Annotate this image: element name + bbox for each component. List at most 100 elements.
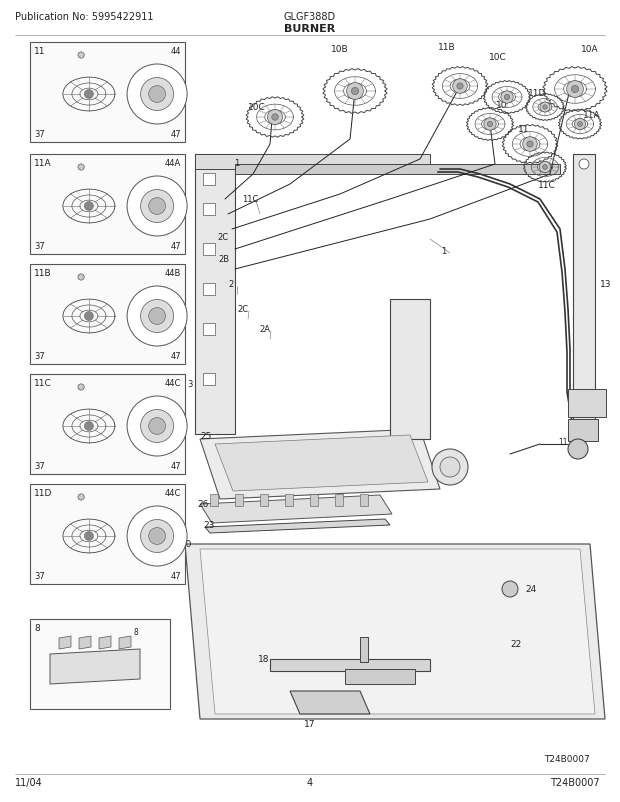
Text: 11D: 11D bbox=[34, 488, 52, 497]
Text: 17: 17 bbox=[304, 719, 316, 728]
Circle shape bbox=[568, 439, 588, 460]
Bar bbox=[260, 494, 268, 506]
Text: 2C: 2C bbox=[237, 305, 249, 314]
Circle shape bbox=[141, 190, 174, 223]
Bar bbox=[360, 494, 368, 506]
Text: 47: 47 bbox=[170, 130, 181, 139]
Circle shape bbox=[578, 123, 582, 128]
Circle shape bbox=[78, 274, 84, 281]
Text: 11A: 11A bbox=[583, 111, 601, 119]
Text: 25: 25 bbox=[200, 431, 211, 440]
Text: 11C: 11C bbox=[242, 195, 258, 205]
Text: 15: 15 bbox=[575, 395, 585, 404]
Circle shape bbox=[352, 88, 358, 95]
Text: 37: 37 bbox=[34, 571, 45, 581]
Polygon shape bbox=[290, 691, 370, 714]
Circle shape bbox=[487, 122, 493, 128]
Text: 11C: 11C bbox=[34, 379, 51, 387]
Circle shape bbox=[267, 111, 283, 125]
Circle shape bbox=[127, 396, 187, 456]
Polygon shape bbox=[390, 300, 430, 439]
Bar bbox=[30, 155, 185, 255]
Bar bbox=[30, 43, 185, 143]
Polygon shape bbox=[50, 649, 140, 684]
Text: 47: 47 bbox=[170, 571, 181, 581]
Text: 2B: 2B bbox=[218, 255, 229, 264]
Circle shape bbox=[484, 119, 496, 131]
Text: 11A: 11A bbox=[34, 159, 51, 168]
Bar bbox=[335, 494, 343, 506]
Text: 11: 11 bbox=[518, 125, 529, 134]
Text: 47: 47 bbox=[170, 241, 181, 251]
Text: 44: 44 bbox=[170, 47, 181, 56]
Text: 26: 26 bbox=[197, 500, 208, 508]
Bar bbox=[203, 174, 215, 186]
Bar bbox=[203, 204, 215, 216]
Text: 1: 1 bbox=[234, 158, 239, 168]
Bar bbox=[30, 619, 170, 709]
Bar bbox=[203, 374, 215, 386]
Text: 11B: 11B bbox=[438, 43, 456, 52]
Text: 2C: 2C bbox=[218, 233, 229, 242]
Circle shape bbox=[127, 65, 187, 125]
Circle shape bbox=[543, 106, 547, 110]
Polygon shape bbox=[235, 164, 560, 175]
Text: T24B0007: T24B0007 bbox=[544, 754, 590, 763]
Circle shape bbox=[579, 160, 589, 170]
Circle shape bbox=[502, 581, 518, 597]
Polygon shape bbox=[205, 520, 390, 533]
Bar bbox=[210, 494, 218, 506]
Circle shape bbox=[78, 53, 84, 59]
Circle shape bbox=[127, 286, 187, 346]
Text: 47: 47 bbox=[170, 351, 181, 361]
Circle shape bbox=[347, 83, 363, 100]
Circle shape bbox=[440, 457, 460, 477]
Circle shape bbox=[457, 83, 463, 90]
Polygon shape bbox=[59, 636, 71, 649]
Text: 22: 22 bbox=[510, 639, 521, 648]
Circle shape bbox=[78, 494, 84, 500]
Circle shape bbox=[149, 308, 166, 325]
Polygon shape bbox=[200, 496, 392, 524]
Bar bbox=[310, 494, 318, 506]
Circle shape bbox=[78, 384, 84, 391]
Circle shape bbox=[84, 91, 94, 99]
Circle shape bbox=[141, 300, 174, 333]
Text: 20: 20 bbox=[180, 539, 192, 549]
Bar bbox=[568, 390, 606, 418]
Circle shape bbox=[78, 164, 84, 171]
Text: 11C: 11C bbox=[538, 180, 556, 189]
Text: T24B0007: T24B0007 bbox=[551, 777, 600, 787]
Circle shape bbox=[149, 528, 166, 545]
Text: 47: 47 bbox=[170, 461, 181, 471]
Bar bbox=[30, 484, 185, 585]
Polygon shape bbox=[99, 636, 111, 649]
Text: 10C: 10C bbox=[248, 103, 266, 111]
Text: 4: 4 bbox=[307, 777, 313, 787]
Bar bbox=[203, 244, 215, 256]
Text: BURNER: BURNER bbox=[285, 24, 335, 34]
Circle shape bbox=[539, 162, 551, 173]
Circle shape bbox=[127, 506, 187, 566]
Polygon shape bbox=[195, 155, 235, 435]
Text: GLGF388D: GLGF388D bbox=[284, 12, 336, 22]
Text: 21: 21 bbox=[445, 461, 455, 471]
Circle shape bbox=[572, 87, 578, 94]
Polygon shape bbox=[270, 659, 430, 671]
Text: 2A: 2A bbox=[260, 325, 270, 334]
Polygon shape bbox=[200, 429, 440, 500]
Circle shape bbox=[141, 410, 174, 443]
Text: 37: 37 bbox=[34, 351, 45, 361]
Text: 10C: 10C bbox=[489, 54, 507, 63]
Circle shape bbox=[149, 198, 166, 215]
Polygon shape bbox=[195, 155, 430, 170]
Text: 23: 23 bbox=[203, 520, 215, 530]
Circle shape bbox=[149, 87, 166, 103]
Circle shape bbox=[527, 142, 533, 148]
Text: 14: 14 bbox=[573, 426, 583, 435]
Circle shape bbox=[149, 418, 166, 435]
Bar bbox=[285, 494, 293, 506]
Text: 1: 1 bbox=[441, 247, 446, 256]
Bar bbox=[30, 375, 185, 475]
Text: 10A: 10A bbox=[581, 46, 599, 55]
